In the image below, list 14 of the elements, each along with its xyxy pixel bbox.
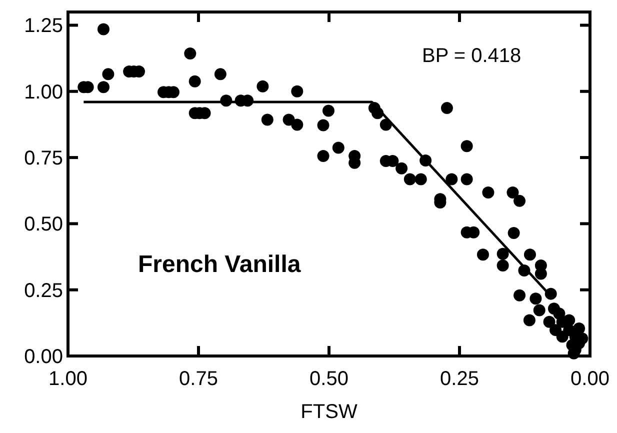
y-tick-label: 0.25 (24, 280, 63, 302)
y-tick-label: 1.25 (24, 15, 63, 38)
x-tick-label: 0.75 (179, 368, 218, 390)
annotation: French Vanilla (138, 251, 302, 278)
x-tick-label: 0.25 (440, 368, 479, 390)
annotation: BP = 0.418 (422, 45, 522, 67)
y-tick-label: 0.00 (24, 346, 63, 368)
y-tick-label: 0.75 (24, 148, 63, 170)
x-tick-label: 1.00 (48, 368, 88, 390)
y-tick-label: 1.00 (24, 81, 63, 104)
x-tick-label: 0.50 (310, 368, 348, 390)
x-tick-label: 0.00 (570, 368, 610, 390)
y-tick-label: 0.50 (24, 214, 63, 236)
x-axis-title: FTSW (300, 401, 358, 423)
